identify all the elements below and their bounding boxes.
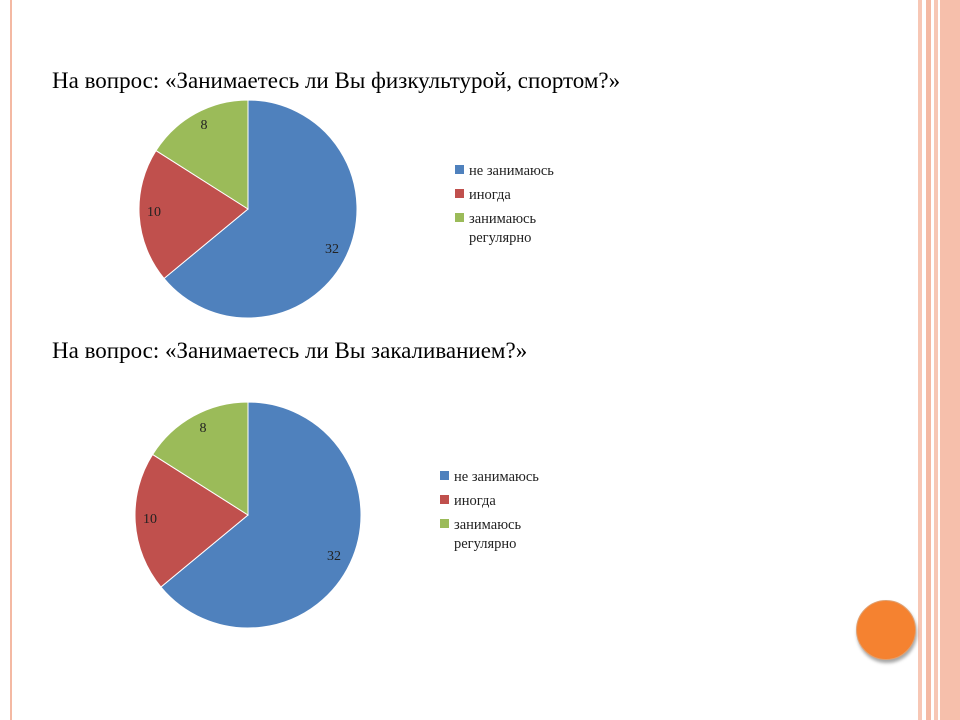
legend-swatch (455, 189, 464, 198)
legend-label: иногда (469, 187, 511, 203)
pie-data-label: 10 (147, 205, 161, 220)
pie-data-label: 32 (327, 549, 341, 564)
legend-label: занимаюсь (454, 517, 521, 533)
legend-label: не занимаюсь (454, 469, 539, 485)
legend-swatch (455, 213, 464, 222)
legend-label: регулярно (454, 536, 516, 552)
left-decorative-rule (10, 0, 12, 720)
legend-swatch (440, 519, 449, 528)
question-2-title: На вопрос: «Занимаетесь ли Вы закаливани… (52, 338, 528, 363)
pie-data-label: 8 (201, 118, 208, 133)
legend-swatch (440, 495, 449, 504)
stripe (934, 0, 938, 720)
legend-label: регулярно (469, 230, 531, 246)
right-decorative-stripes (918, 0, 960, 720)
pie-data-label: 8 (200, 421, 207, 436)
legend-label: иногда (454, 493, 496, 509)
legend-swatch (455, 165, 464, 174)
pie-slice (138, 149, 249, 280)
legend-label: занимаюсь (469, 211, 536, 227)
pie-data-label: 10 (143, 512, 157, 527)
stripe (918, 0, 922, 720)
pie-data-label: 32 (325, 242, 339, 257)
pie-slice (163, 99, 358, 319)
legend-label: не занимаюсь (469, 163, 554, 179)
pie-slice (155, 99, 249, 210)
pie-slice (134, 453, 249, 588)
stripe (940, 0, 960, 720)
legend-swatch (440, 471, 449, 480)
stripe (926, 0, 931, 720)
pie-slice (151, 401, 249, 516)
question-1-title: На вопрос: «Занимаетесь ли Вы физкультур… (52, 68, 621, 93)
orange-circle-button[interactable] (856, 600, 916, 660)
pie-slice (160, 401, 362, 629)
